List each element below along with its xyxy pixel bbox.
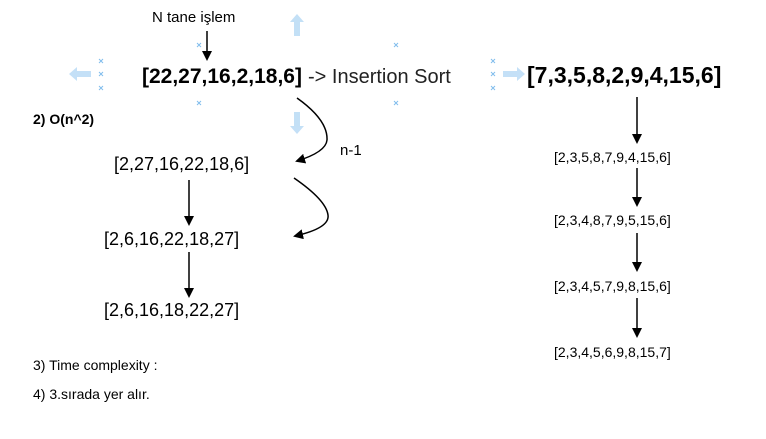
direction-arrow-handles[interactable] [69, 14, 525, 134]
right-step-2[interactable]: [2,3,4,8,7,9,5,15,6] [554, 212, 671, 228]
right-array[interactable]: [7,3,5,8,2,9,4,15,6] [527, 62, 722, 88]
main-array[interactable]: [22,27,16,2,18,6] [142, 65, 302, 88]
arrow-down-icon [290, 112, 304, 134]
question-2[interactable]: 2) O(n^2) [33, 111, 95, 127]
insertion-sort-label[interactable]: -> Insertion Sort [308, 66, 451, 88]
selection-handles[interactable] [98, 42, 496, 106]
question-3[interactable]: 3) Time complexity : [33, 357, 158, 373]
n-minus-1-label[interactable]: n-1 [340, 142, 362, 159]
top-note: N tane işlem [152, 9, 236, 26]
left-step-2[interactable]: [2,6,16,22,18,27] [104, 229, 240, 249]
selection-handle-marks [98, 42, 496, 106]
left-step-1[interactable]: [2,27,16,22,18,6] [114, 154, 250, 174]
right-step-4[interactable]: [2,3,4,5,6,9,8,15,7] [554, 344, 671, 360]
curved-arrow-2 [293, 177, 329, 240]
right-step-1[interactable]: [2,3,5,8,7,9,4,15,6] [554, 149, 671, 165]
arrow-up-icon [290, 14, 304, 36]
right-step-3[interactable]: [2,3,4,5,7,9,8,15,6] [554, 278, 671, 294]
curved-arrow-1 [295, 97, 328, 164]
arrow-left-icon [69, 67, 91, 81]
left-step-3[interactable]: [2,6,16,18,22,27] [104, 300, 240, 320]
question-4[interactable]: 4) 3.sırada yer alır. [33, 386, 150, 402]
arrow-right-icon [503, 67, 525, 81]
